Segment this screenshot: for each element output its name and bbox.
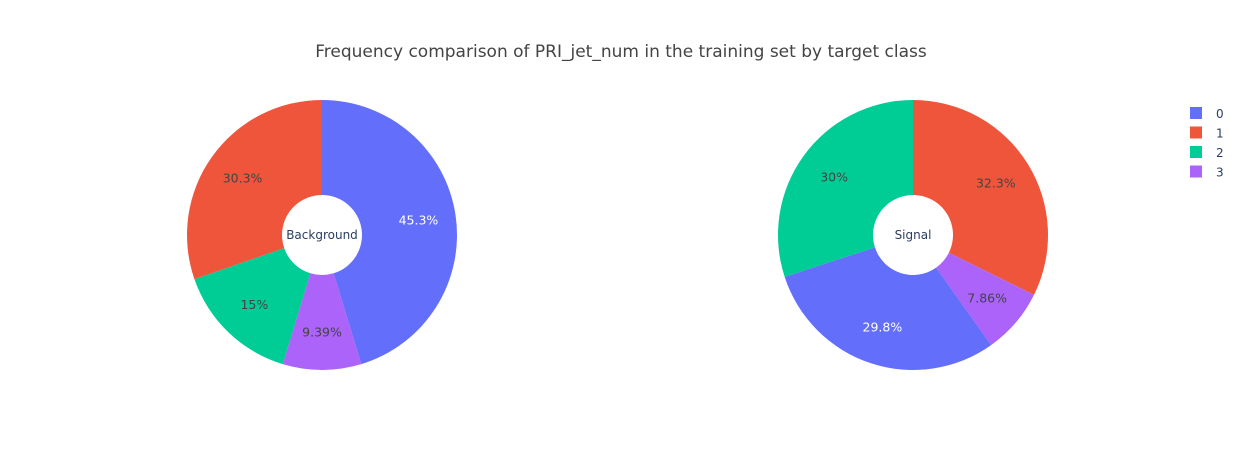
slice-label: 15% [240, 297, 268, 312]
legend-swatch [1190, 146, 1202, 158]
pie-signal: 32.3% 7.86% 29.8% 30% Signal [778, 100, 1048, 370]
legend-label: 0 [1216, 107, 1224, 121]
pie-slice[interactable] [187, 100, 322, 280]
pie-slice[interactable] [913, 100, 1048, 295]
hole-label: Background [286, 228, 358, 242]
pie-slice[interactable] [936, 252, 1034, 346]
legend-swatch [1190, 107, 1202, 119]
slice-label: 30% [820, 170, 848, 185]
legend: 0 1 2 3 [1190, 107, 1224, 180]
slice-label: 45.3% [399, 213, 439, 228]
pie-slice[interactable] [778, 100, 913, 277]
legend-item[interactable]: 0 [1190, 107, 1224, 121]
legend-label: 1 [1216, 127, 1224, 141]
pie-background: 45.3% 9.39% 15% 30.3% Background [187, 100, 457, 370]
slice-label: 7.86% [967, 290, 1007, 305]
pie-slice[interactable] [282, 273, 362, 370]
legend-item[interactable]: 3 [1190, 165, 1224, 180]
legend-swatch [1190, 126, 1202, 139]
legend-label: 2 [1216, 146, 1224, 160]
pie-charts: 45.3% 9.39% 15% 30.3% Background 32.3% 7.86% 29… [187, 100, 1048, 370]
chart-title: Frequency comparison of PRI_jet_num in t… [315, 42, 927, 62]
legend-label: 3 [1216, 166, 1224, 180]
slice-label: 29.8% [863, 320, 903, 335]
pie-slice[interactable] [194, 248, 311, 365]
hole-label: Signal [895, 228, 932, 242]
slice-label: 9.39% [302, 325, 342, 340]
pie-slice[interactable] [784, 247, 992, 370]
slice-label: 30.3% [223, 170, 263, 185]
legend-swatch [1190, 165, 1202, 178]
pie-slice[interactable] [322, 100, 457, 365]
slice-label: 32.3% [976, 176, 1016, 191]
legend-item[interactable]: 2 [1190, 146, 1224, 160]
legend-item[interactable]: 1 [1190, 126, 1224, 141]
